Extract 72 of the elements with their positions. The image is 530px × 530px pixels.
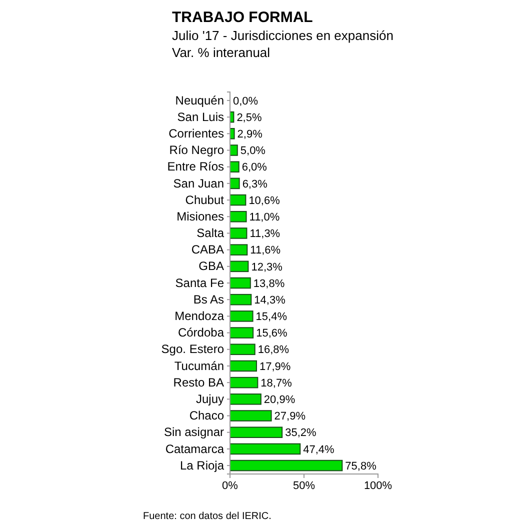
- data-label: 6,3%: [242, 178, 268, 190]
- y-tick-label: CABA: [191, 242, 224, 257]
- data-label: 16,8%: [258, 344, 290, 356]
- bar: [230, 376, 258, 388]
- y-tick-label: Resto BA: [173, 375, 224, 390]
- bar: [230, 327, 254, 338]
- bar: [230, 344, 256, 356]
- bar: [230, 460, 343, 472]
- bar: [230, 144, 238, 156]
- data-label: 17,9%: [259, 360, 291, 373]
- y-tick-label: Córdoba: [178, 326, 224, 340]
- y-tick-label: Neuquén: [175, 93, 224, 108]
- y-tick-label: Corrientes: [168, 126, 224, 140]
- y-tick-label: Salta: [196, 226, 224, 240]
- data-label: 0,0%: [233, 95, 258, 108]
- data-label: 47,4%: [303, 444, 335, 456]
- x-tick-label: 0%: [222, 480, 238, 492]
- bar: [230, 228, 248, 239]
- bar: [230, 161, 240, 172]
- y-tick-label: Sgo. Estero: [161, 342, 224, 356]
- y-tick-label: Río Negro: [169, 143, 224, 158]
- bar: [230, 443, 301, 455]
- data-label: 14,3%: [254, 294, 286, 306]
- y-tick-label: Misiones: [176, 209, 224, 224]
- data-label: 12,3%: [251, 261, 283, 274]
- data-label: 15,6%: [256, 328, 288, 340]
- bar: [230, 394, 262, 405]
- data-label: 11,0%: [249, 211, 280, 224]
- data-label: 10,6%: [248, 194, 280, 207]
- y-tick-label: Sin asignar: [164, 425, 224, 440]
- chart-title: TRABAJO FORMAL: [172, 9, 313, 26]
- data-label: 13,8%: [253, 278, 285, 290]
- data-label: 18,7%: [260, 377, 292, 390]
- bar: [230, 294, 252, 306]
- data-label: 35,2%: [285, 427, 317, 440]
- data-label: 5,0%: [240, 145, 266, 158]
- y-tick-label: Mendoza: [174, 309, 224, 324]
- x-tick-label: 100%: [364, 480, 392, 492]
- bar: [230, 360, 257, 372]
- y-tick-label: Bs As: [193, 292, 224, 306]
- y-tick-label: Entre Ríos: [167, 160, 224, 174]
- data-label: 11,3%: [250, 228, 280, 240]
- bar: [230, 310, 254, 322]
- y-tick-label: Jujuy: [196, 392, 224, 406]
- source-note: Fuente: con datos del IERIC.: [143, 511, 272, 522]
- y-tick-label: GBA: [198, 259, 224, 274]
- data-label: 6,0%: [242, 162, 268, 174]
- bar: [230, 410, 272, 422]
- y-tick-label: Tucumán: [174, 358, 224, 373]
- data-label: 2,5%: [236, 112, 262, 124]
- data-label: 27,9%: [274, 410, 306, 423]
- bar: [230, 194, 246, 206]
- y-tick-label: La Rioja: [180, 458, 224, 472]
- x-tick-label: 50%: [292, 480, 316, 492]
- y-tick-label: Chaco: [189, 408, 224, 423]
- bar: [230, 244, 248, 256]
- data-label: 2,9%: [237, 128, 263, 140]
- bar: [230, 178, 240, 190]
- y-tick-label: Catamarca: [165, 442, 224, 456]
- data-label: 11,6%: [250, 244, 281, 257]
- y-tick-label: Chubut: [185, 192, 225, 207]
- bar: [230, 277, 251, 289]
- bar: [230, 426, 283, 438]
- y-tick-label: San Luis: [177, 110, 224, 124]
- y-tick-label: Santa Fe: [175, 276, 224, 290]
- bar: [230, 260, 249, 272]
- chart-subtitle: Julio '17 - Jurisdicciones en expansión Var. % interanual: [172, 28, 394, 60]
- data-label: 20,9%: [264, 394, 296, 406]
- data-label: 15,4%: [256, 311, 288, 324]
- data-label: 75,8%: [345, 460, 377, 472]
- bar: [230, 210, 247, 222]
- y-tick-label: San Juan: [173, 176, 224, 190]
